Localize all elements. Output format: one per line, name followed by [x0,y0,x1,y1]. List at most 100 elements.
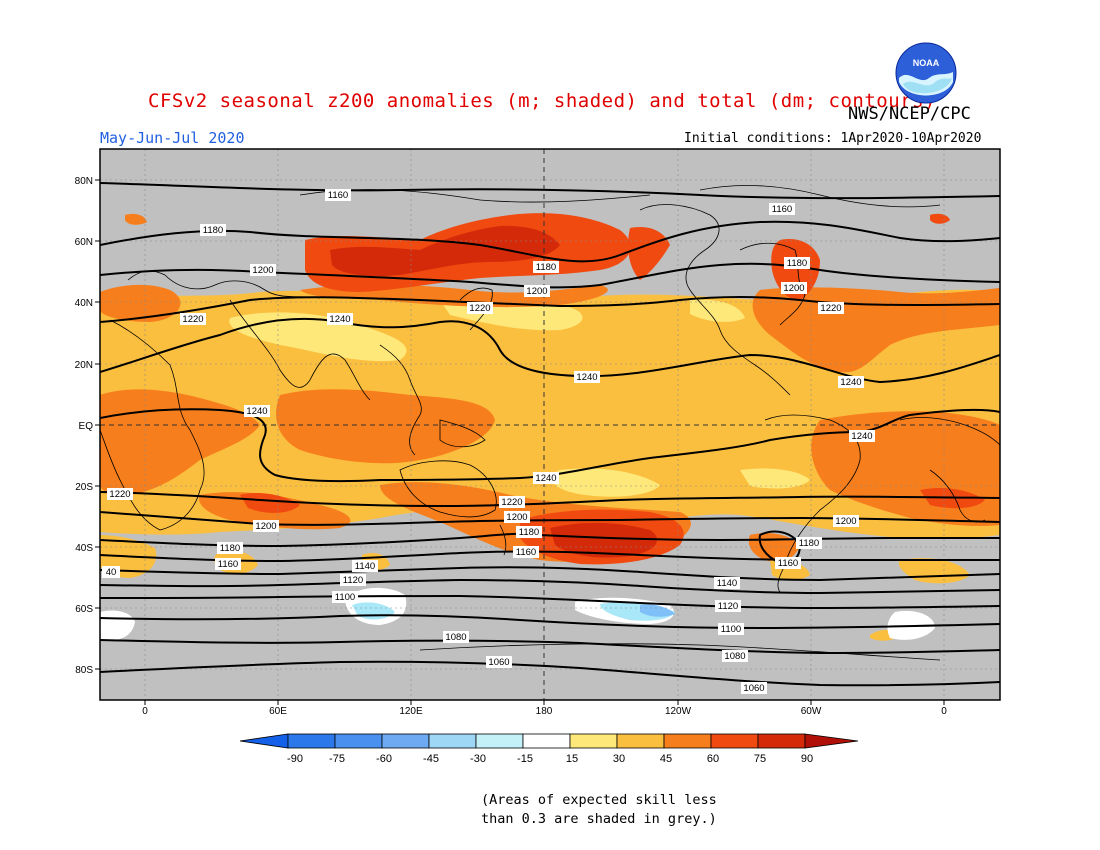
colorbar-tick: -75 [329,753,345,765]
colorbar-swatch [569,733,618,749]
colorbar-tick: -30 [470,753,486,765]
latitude-axis: 80N 60N 40N 20N EQ 20S 40S 60S 80S [75,176,100,676]
contour-label: 1160 [325,189,351,201]
svg-text:1080: 1080 [724,651,745,662]
svg-text:1220: 1220 [501,497,522,508]
svg-text:1240: 1240 [851,431,872,442]
svg-text:1220: 1220 [109,489,130,500]
svg-text:1180: 1180 [203,225,223,236]
lat-label: 60N [75,237,93,248]
contour-label: 1120 [340,574,366,586]
contour-label: 1220 [180,313,206,325]
colorbar-tick: 15 [566,753,578,765]
contour-label: 1080 [722,650,748,662]
colorbar-swatch [475,733,524,749]
colorbar-tick: 90 [801,753,813,765]
lon-label: 60E [269,706,287,717]
svg-text:1160: 1160 [772,204,792,215]
colorbar-swatch [757,733,806,749]
contour-label: 1140 [714,577,740,589]
contour-label: 1060 [741,682,767,694]
footnote-line-1: (Areas of expected skill less [481,792,717,808]
contour-label-group: 1160 1160 1180 1180 1200 1200 1200 1180 … [102,189,875,694]
colorbar-ticks: -90 -75 -60 -45 -30 -15 15 30 45 60 75 9… [287,753,813,765]
svg-text:1140: 1140 [355,561,375,572]
svg-text:1160: 1160 [516,547,536,558]
colorbar-swatch [381,733,430,749]
lon-label: 120W [665,706,692,717]
contour-label: 1220 [467,302,493,314]
svg-text:1060: 1060 [488,657,509,668]
colorbar-tick: -15 [517,753,533,765]
contour-label: 1180 [516,526,542,538]
svg-text:1200: 1200 [835,516,856,527]
agency-label: NWS/NCEP/CPC [848,104,971,124]
lon-label: 0 [142,706,148,717]
svg-text:1200: 1200 [783,283,804,294]
lon-label: 120E [399,706,423,717]
svg-text:1240: 1240 [535,473,556,484]
lat-label: EQ [79,421,94,432]
lat-label: 40S [75,543,93,554]
contour-label: 1180 [200,224,226,236]
svg-text:NOAA: NOAA [913,58,940,68]
colorbar-tick: -45 [423,753,439,765]
longitude-axis: 0 60E 120E 180 120W 60W 0 [142,700,947,717]
contour-label: 1220 [818,302,844,314]
contour-label: 1120 [715,600,741,612]
lat-label: 20N [75,360,93,371]
contour-label: 1240 [327,313,353,325]
svg-text:1120: 1120 [718,601,738,612]
svg-text:1140: 1140 [717,578,737,589]
svg-text:1220: 1220 [820,303,841,314]
colorbar [239,733,859,749]
contour-label: 1140 [352,560,378,572]
contour-label: 1200 [250,264,276,276]
lat-label: 20S [75,482,93,493]
lat-label: 80S [75,665,93,676]
contour-label: 1180 [217,542,243,554]
contour-label: 1240 [533,472,559,484]
contour-label: 1200 [504,511,530,523]
contour-label: 1060 [486,656,512,668]
svg-text:1200: 1200 [252,265,273,276]
colorbar-swatch [522,733,571,749]
contour-label: 1160 [215,558,241,570]
svg-text:40: 40 [106,567,117,578]
map-panel: 1160 1160 1180 1180 1200 1200 1200 1180 … [100,149,1000,700]
svg-text:1200: 1200 [526,286,547,297]
svg-text:1180: 1180 [220,543,240,554]
colorbar-tick: -60 [376,753,392,765]
colorbar-arrow-left [239,733,289,749]
colorbar-swatch [663,733,712,749]
contour-label: 1160 [513,546,539,558]
colorbar-tick: 60 [707,753,719,765]
contour-label: 1100 [718,623,744,635]
contour-label: 1080 [443,631,469,643]
contour-label: 1220 [107,488,133,500]
lon-label: 60W [801,706,822,717]
svg-text:1240: 1240 [840,377,861,388]
colorbar-swatch [334,733,383,749]
svg-text:1220: 1220 [469,303,490,314]
colorbar-tick: -90 [287,753,303,765]
svg-text:1200: 1200 [506,512,527,523]
svg-text:1240: 1240 [576,372,597,383]
colorbar-swatch [428,733,477,749]
contour-label: 1160 [769,203,795,215]
colorbar-arrow-right [804,733,859,749]
colorbar-swatch [616,733,665,749]
contour-label: 1240 [849,430,875,442]
lat-label: 60S [75,604,93,615]
contour-label: 1160 [775,557,801,569]
reference-lines [100,149,1000,700]
svg-text:1180: 1180 [519,527,539,538]
contour-label: 1200 [781,282,807,294]
contour-label: 1100 [332,591,358,603]
svg-text:1180: 1180 [799,538,819,549]
skill-footnote: (Areas of expected skill less than 0.3 a… [481,791,717,829]
contour-label: 1180 [796,537,822,549]
lon-label: 0 [941,706,947,717]
colorbar-tick: 45 [660,753,672,765]
contour-label: 1200 [524,285,550,297]
